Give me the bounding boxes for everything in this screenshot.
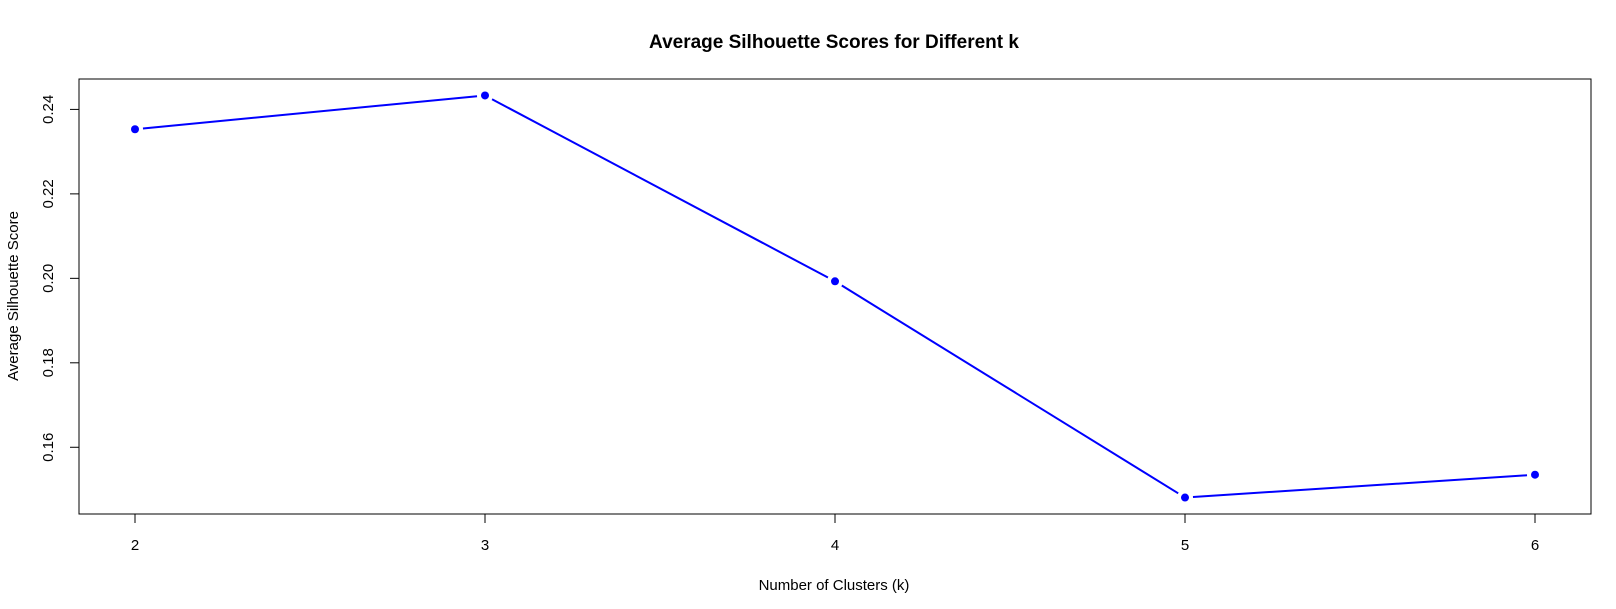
data-point [831,277,839,286]
data-point [481,91,489,100]
series-line-segment [1192,474,1528,499]
x-tick-label: 5 [1181,537,1189,554]
y-tick-label: 0.24 [40,95,57,124]
x-axis-label: Number of Clusters (k) [759,577,910,594]
data-point [1531,470,1539,479]
data-point [131,125,139,134]
y-tick-label: 0.20 [40,264,57,293]
data-point [1181,493,1189,502]
series-line-segment [142,95,478,130]
series-line-segment [841,284,1179,495]
chart-title: Average Silhouette Scores for Different … [649,32,1019,53]
series-line-segment [491,98,829,279]
y-axis: 0.16 0.18 0.20 0.22 0.24 [40,95,80,462]
x-axis: 2 3 4 5 6 [131,513,1539,554]
x-tick-label: 3 [481,537,489,554]
x-tick-label: 6 [1531,537,1539,554]
y-tick-label: 0.18 [40,348,57,377]
plot-frame [78,78,1592,515]
x-tick-label: 4 [831,537,839,554]
y-axis-label: Average Silhouette Score [5,211,22,381]
y-tick-label: 0.16 [40,433,57,462]
y-tick-label: 0.22 [40,179,57,208]
series-layer [131,91,1539,502]
x-tick-label: 2 [131,537,139,554]
